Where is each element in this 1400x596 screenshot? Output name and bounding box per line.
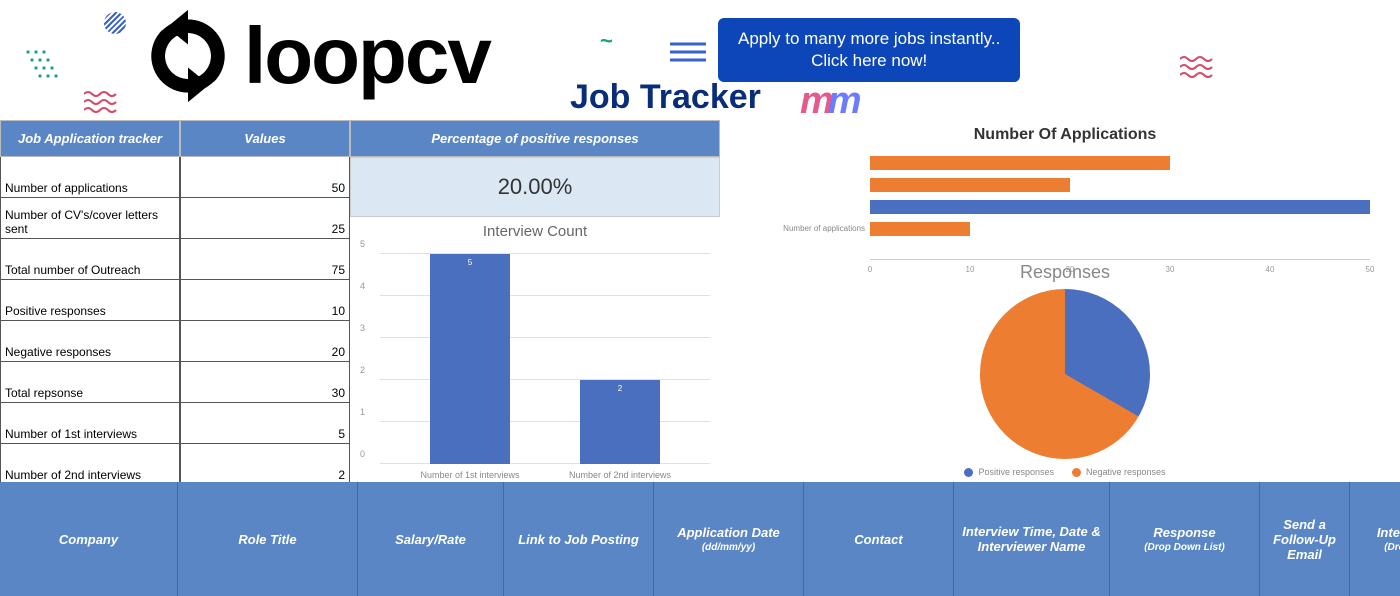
interview-chart: Interview Count 0 1 2 3 4 5 5 Number of 1st int… bbox=[350, 217, 720, 485]
table-cell-label: Negative responses bbox=[0, 321, 180, 362]
chart-bar: 2 bbox=[580, 380, 660, 464]
table-row: Positive responses10 bbox=[0, 280, 349, 321]
column-header: Application Date(dd/mm/yy) bbox=[654, 482, 804, 596]
hbar bbox=[870, 200, 1370, 214]
logo-text: loopcv bbox=[244, 10, 490, 102]
tracker-columns: CompanyRole TitleSalary/RateLink to Job … bbox=[0, 482, 1400, 596]
hbar-label: Number of applications bbox=[750, 224, 865, 233]
table-row: Number of 2nd interviews2 bbox=[0, 444, 349, 485]
table-cell-value: 5 bbox=[180, 403, 350, 444]
percentage-value: 20.00% bbox=[350, 157, 720, 217]
y-axis-tick: 2 bbox=[360, 365, 365, 375]
column-header: Role Title bbox=[178, 482, 358, 596]
column-header: Interview Time, Date & Interviewer Name bbox=[954, 482, 1110, 596]
hbar bbox=[870, 178, 1070, 192]
decoration-bars bbox=[670, 40, 706, 68]
decoration-scribble: mm bbox=[800, 80, 856, 123]
decoration-dots bbox=[24, 48, 64, 88]
table-cell-label: Positive responses bbox=[0, 280, 180, 321]
hbar bbox=[870, 156, 1170, 170]
column-header: Interview Stage(Drop Down List) bbox=[1350, 482, 1400, 596]
x-axis-tick: 20 bbox=[1066, 265, 1075, 274]
table-row: Negative responses20 bbox=[0, 321, 349, 362]
applications-chart-title: Number Of Applications bbox=[750, 126, 1380, 144]
bar-caption: Number of 2nd interviews bbox=[560, 470, 680, 480]
column-header: Salary/Rate bbox=[358, 482, 504, 596]
header: loopcv ~ Job Tracker mm Apply to many mo… bbox=[0, 0, 1400, 120]
decoration-wave-right bbox=[1180, 55, 1220, 79]
table-row: Total number of Outreach75 bbox=[0, 239, 349, 280]
y-axis-tick: 1 bbox=[360, 407, 365, 417]
x-axis-tick: 30 bbox=[1166, 265, 1175, 274]
table-cell-label: Total number of Outreach bbox=[0, 239, 180, 280]
refresh-icon bbox=[140, 8, 236, 104]
x-axis-tick: 50 bbox=[1366, 265, 1375, 274]
cta-button[interactable]: Apply to many more jobs instantly.. Clic… bbox=[718, 18, 1020, 82]
y-axis-tick: 3 bbox=[360, 323, 365, 333]
table-cell-value: 20 bbox=[180, 321, 350, 362]
column-header: Contact bbox=[804, 482, 954, 596]
column-header: Send a Follow-Up Email bbox=[1260, 482, 1350, 596]
table-cell-value: 10 bbox=[180, 280, 350, 321]
interview-chart-title: Interview Count bbox=[360, 223, 710, 240]
table-cell-value: 50 bbox=[180, 157, 350, 198]
decoration-squiggle: ~ bbox=[600, 28, 613, 54]
y-axis-tick: 5 bbox=[360, 239, 365, 249]
table-row: Number of CV's/cover letters sent25 bbox=[0, 198, 349, 239]
right-panel: Number Of Applications Number of applica… bbox=[720, 120, 1400, 485]
percentage-header: Percentage of positive responses bbox=[350, 120, 720, 157]
table-cell-value: 75 bbox=[180, 239, 350, 280]
table-cell-label: Number of applications bbox=[0, 157, 180, 198]
table-cell-label: Number of CV's/cover letters sent bbox=[0, 198, 180, 239]
y-axis-tick: 4 bbox=[360, 281, 365, 291]
column-header: Response(Drop Down List) bbox=[1110, 482, 1260, 596]
cta-line1: Apply to many more jobs instantly.. bbox=[738, 28, 1000, 50]
y-axis-tick: 0 bbox=[360, 449, 365, 459]
table-header-values: Values bbox=[180, 120, 350, 157]
table-cell-value: 30 bbox=[180, 362, 350, 403]
table-cell-value: 25 bbox=[180, 198, 350, 239]
logo: loopcv bbox=[140, 8, 490, 104]
table-row: Number of applications50 bbox=[0, 157, 349, 198]
decoration-wave-left bbox=[84, 90, 124, 114]
cta-line2: Click here now! bbox=[738, 50, 1000, 72]
chart-bar: 5 bbox=[430, 254, 510, 464]
stats-table: Job Application tracker Values Number of… bbox=[0, 120, 350, 485]
table-row: Total repsonse30 bbox=[0, 362, 349, 403]
table-header-label: Job Application tracker bbox=[0, 120, 180, 157]
responses-chart: Responses Positive responsesNegative res… bbox=[750, 260, 1380, 485]
legend-item: Negative responses bbox=[1072, 467, 1166, 477]
x-axis-tick: 40 bbox=[1266, 265, 1275, 274]
decoration-circle bbox=[104, 12, 126, 34]
center-panel: Percentage of positive responses 20.00% … bbox=[350, 120, 720, 485]
applications-chart: Number of applications01020304050 bbox=[750, 150, 1380, 260]
table-cell-label: Number of 1st interviews bbox=[0, 403, 180, 444]
table-cell-value: 2 bbox=[180, 444, 350, 485]
table-cell-label: Total repsonse bbox=[0, 362, 180, 403]
pie-legend: Positive responses Negative responses bbox=[750, 467, 1380, 477]
x-axis-tick: 10 bbox=[966, 265, 975, 274]
column-header: Link to Job Posting bbox=[504, 482, 654, 596]
column-header: Company bbox=[0, 482, 178, 596]
pie-chart bbox=[980, 289, 1150, 459]
table-row: Number of 1st interviews5 bbox=[0, 403, 349, 444]
hbar bbox=[870, 222, 970, 236]
page-subtitle: Job Tracker bbox=[570, 78, 761, 117]
table-cell-label: Number of 2nd interviews bbox=[0, 444, 180, 485]
bar-caption: Number of 1st interviews bbox=[410, 470, 530, 480]
x-axis-tick: 0 bbox=[868, 265, 872, 274]
legend-item: Positive responses bbox=[964, 467, 1054, 477]
